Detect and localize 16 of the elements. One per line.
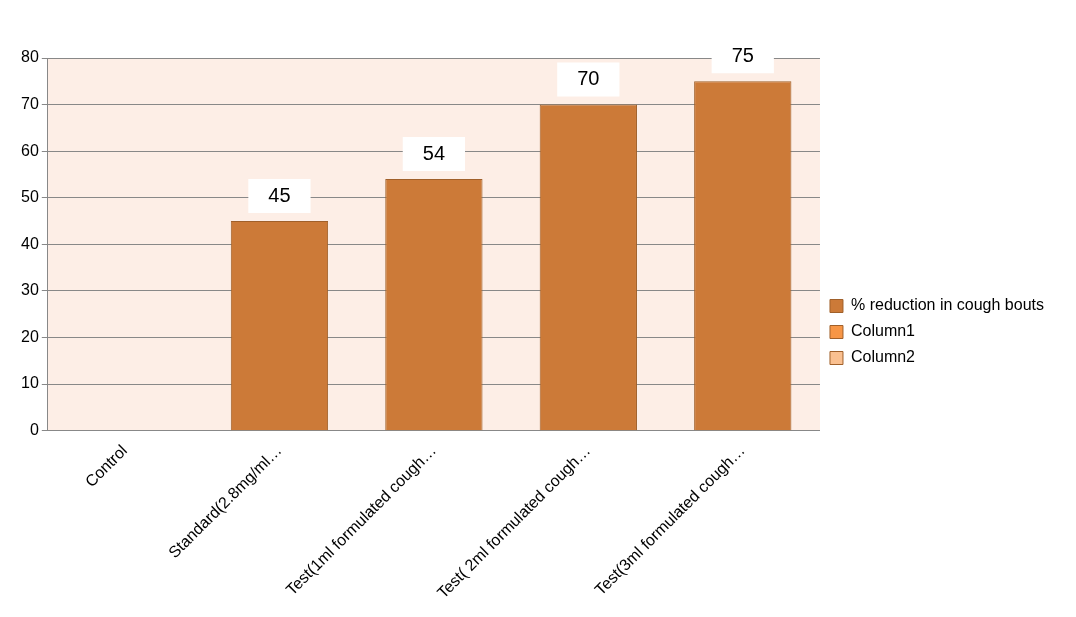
y-tick-label: 20 bbox=[21, 327, 39, 345]
legend-label: % reduction in cough bouts bbox=[850, 296, 1044, 314]
y-tick-label: 80 bbox=[21, 48, 39, 66]
y-tick-label: 60 bbox=[21, 141, 39, 159]
legend-label: Column1 bbox=[850, 322, 916, 340]
y-tick-label: 30 bbox=[21, 281, 39, 299]
data-label: 54 bbox=[422, 141, 446, 164]
y-tick-label: 10 bbox=[21, 374, 39, 392]
y-tick-label: 70 bbox=[21, 94, 39, 112]
data-label: 45 bbox=[268, 183, 291, 206]
y-tick-label: 0 bbox=[29, 421, 39, 439]
data-label: 75 bbox=[731, 43, 754, 66]
data-label: 70 bbox=[577, 67, 600, 90]
y-tick-label: 50 bbox=[21, 188, 39, 206]
legend-label: Column2 bbox=[850, 348, 916, 366]
y-tick-label: 40 bbox=[21, 234, 39, 252]
